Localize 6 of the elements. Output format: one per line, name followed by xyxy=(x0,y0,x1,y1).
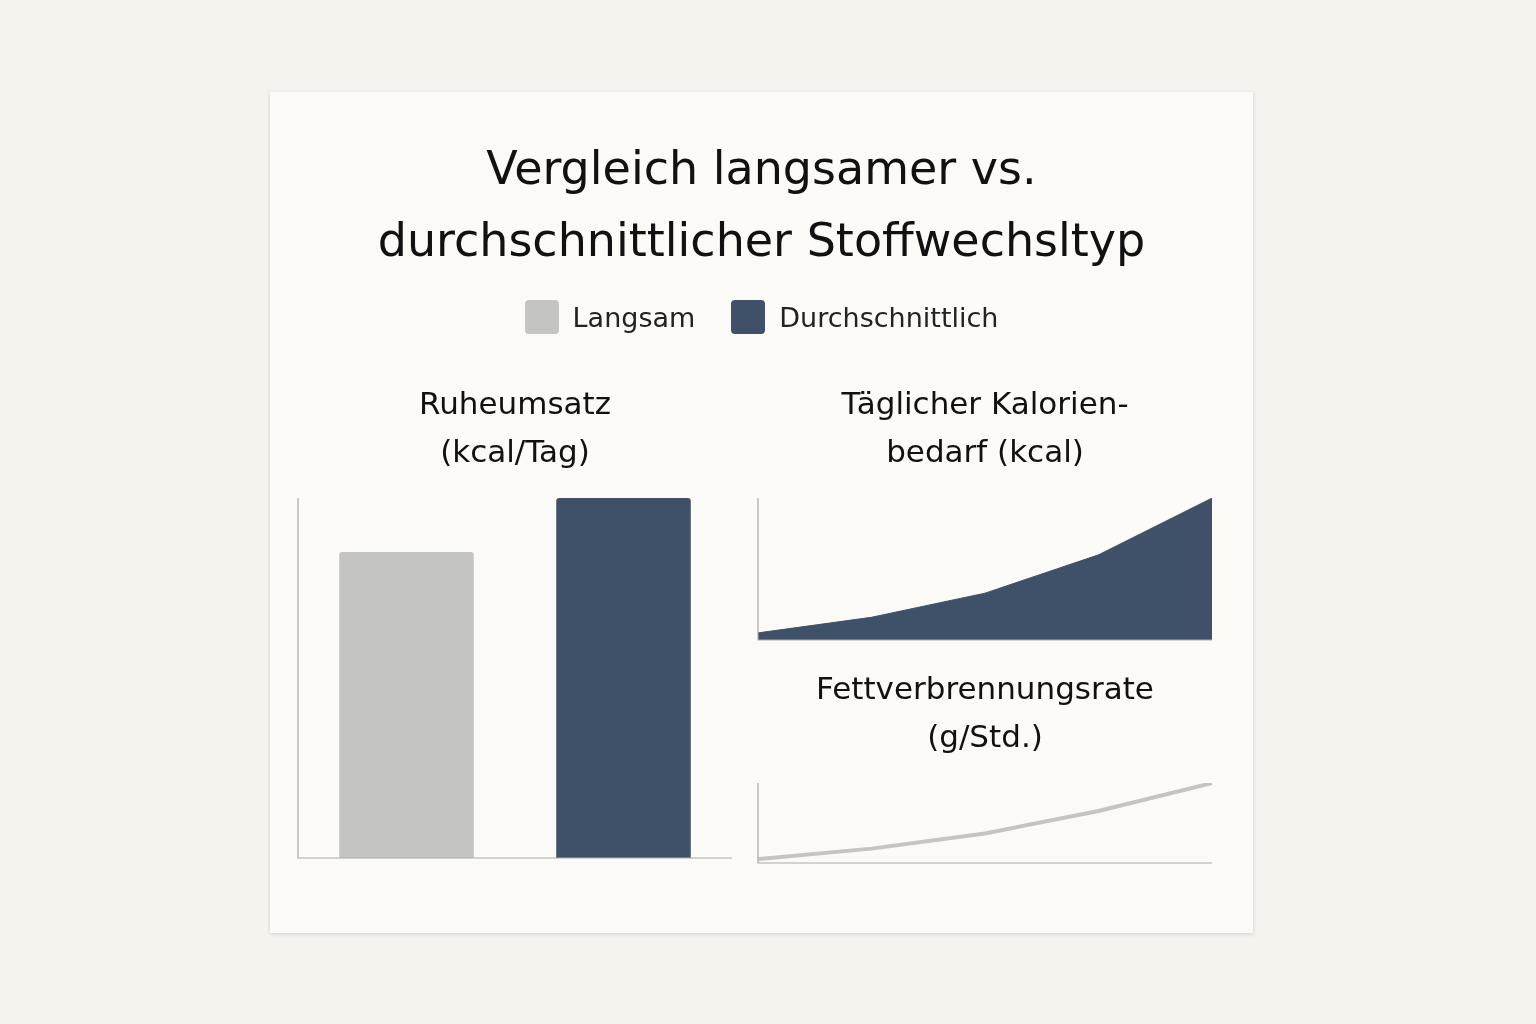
legend-label: Durchschnittlich xyxy=(779,301,999,333)
text: Vergleich langsamer vs. durchschnittlicher Stoffwechsltyp xyxy=(376,140,1147,269)
chart-title: Täglicher Kalorien-bedarf (kcal) xyxy=(840,385,1129,470)
legend-label: Langsam xyxy=(572,301,696,333)
chart-title: Fettverbrennungsrate (g/Std.) xyxy=(816,670,1154,755)
chart-title: Ruheumsatz (kcal/Tag) xyxy=(419,385,611,470)
